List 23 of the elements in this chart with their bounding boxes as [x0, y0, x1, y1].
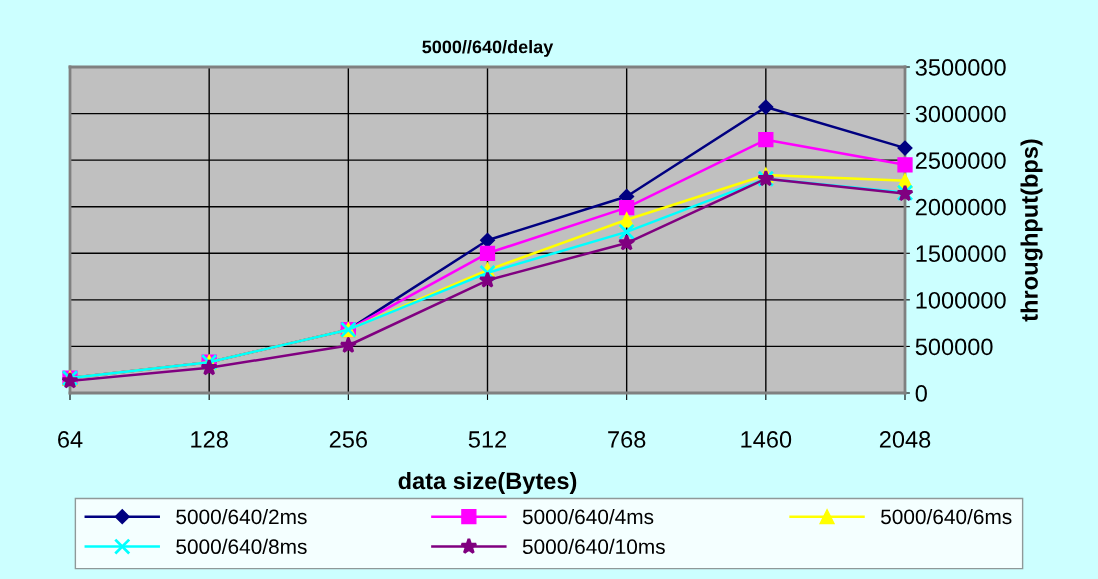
chart-title: 5000//640/delay	[422, 40, 554, 57]
y-tick-label: 1000000	[916, 291, 1006, 309]
y-tick-label: 3500000	[915, 59, 1006, 76]
x-tick-label: 64	[58, 431, 83, 448]
legend-label: 5000/640/10ms	[522, 538, 665, 555]
y-axis-title: throughput(bps)	[1020, 139, 1043, 322]
y-tick-label: 500000	[915, 338, 993, 356]
x-tick-label: 128	[191, 431, 228, 448]
legend-label: 5000/640/6ms	[881, 508, 1012, 525]
y-tick-label: 2000000	[915, 198, 1006, 216]
legend-label: 5000/640/2ms	[176, 508, 307, 525]
x-tick-label: 1460	[741, 431, 792, 448]
x-tick-label: 256	[329, 431, 367, 448]
y-tick-label: 2500000	[915, 152, 1006, 169]
y-tick-label: 0	[915, 385, 927, 402]
y-tick-label: 3000000	[915, 105, 1006, 123]
legend-label: 5000/640/8ms	[176, 538, 307, 555]
y-tick-label: 1500000	[916, 245, 1006, 263]
x-axis-title: data size(Bytes)	[398, 471, 577, 494]
legend-label: 5000/640/4ms	[522, 508, 654, 525]
x-tick-label: 2048	[879, 431, 931, 448]
x-tick-label: 512	[468, 431, 507, 448]
x-tick-label: 768	[608, 431, 646, 448]
